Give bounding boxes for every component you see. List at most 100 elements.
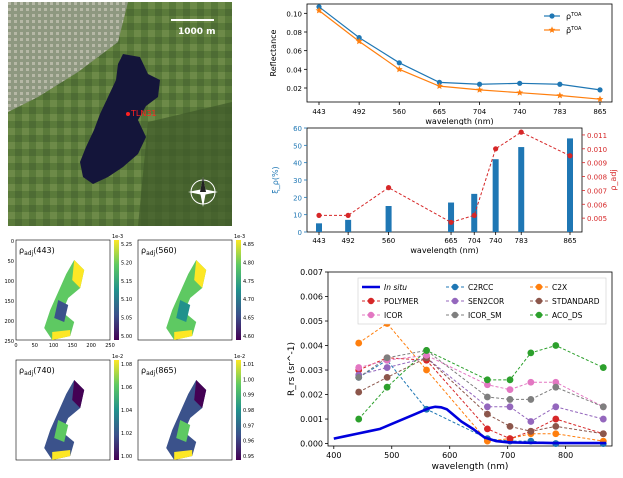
x-axis-label: wavelength (nm) [425, 117, 493, 125]
lake-tip [174, 450, 193, 460]
y-tick-label: 200 [4, 319, 14, 325]
data-point [316, 4, 322, 10]
series-line [318, 6, 601, 91]
heatmap-title-part: adj [146, 250, 155, 257]
y-tick-label: 0.04 [286, 66, 302, 74]
legend-label: C2X [552, 283, 567, 292]
data-point [516, 89, 524, 96]
y-axis-label-right: ρ_adj [609, 169, 618, 190]
colorbar-tick: 4.65 [243, 316, 254, 322]
y-tick-left-label: 20 [293, 194, 302, 202]
map-point-label: TLN31 [130, 109, 157, 118]
heatmap-title-part: (443) [33, 246, 55, 255]
data-point [355, 373, 363, 381]
map-sample-point [126, 112, 130, 116]
colorbar-exponent: 1e-2 [234, 354, 245, 360]
heatmap-title-part: (740) [33, 366, 55, 375]
plot-frame [327, 271, 613, 447]
x-tick-label: 150 [68, 343, 78, 349]
y-tick-label: 50 [8, 259, 14, 265]
legend-label-main: ρ̃ [566, 26, 571, 35]
data-point [506, 422, 514, 430]
data-point [552, 342, 560, 349]
colorbar-tick: 5.20 [121, 260, 132, 266]
y-tick-label: 0.000 [300, 440, 323, 449]
data-point [597, 87, 603, 93]
y-tick-left-label: 0 [298, 229, 302, 237]
y-tick-label: 150 [4, 299, 14, 305]
reflectance-chart-panel: 0.02 0.04 0.06 0.08 0.10 443 492 560 665 704 740 78… [262, 0, 622, 126]
colorbar-tick: 0.96 [243, 439, 254, 445]
lake-tip [52, 450, 71, 460]
bar [518, 147, 525, 232]
y-tick-left-label: 60 [293, 125, 302, 133]
data-point [567, 153, 573, 159]
series-line [358, 357, 604, 423]
series-line [318, 10, 601, 100]
x-tick-label: 0 [14, 343, 17, 349]
legend-label: In situ [384, 283, 407, 292]
heatmap-title-part: ρ [141, 246, 146, 255]
x-tick-label: 500 [384, 451, 399, 460]
legend-marker [451, 311, 459, 319]
y-tick-left-label: 50 [293, 142, 302, 150]
lake-edge [194, 380, 207, 408]
legend-label: C2RCC [468, 283, 493, 292]
data-point [552, 403, 560, 411]
series-line [358, 322, 604, 442]
heatmap-title-part: ρ [19, 246, 24, 255]
legend: In situ C2RCC C2X POLYMER SEN2COR STDANDARD IC… [357, 277, 607, 325]
data-point [471, 212, 477, 218]
data-point [396, 60, 402, 66]
heatmap-title-part: adj [24, 370, 33, 377]
data-point [506, 386, 514, 394]
colorbar-exponent: 1e-3 [112, 234, 123, 240]
data-point [315, 6, 323, 14]
x-tick-label: 400 [326, 451, 341, 460]
data-point [527, 427, 535, 435]
lake-tip [174, 330, 193, 340]
x-tick-label: 740 [489, 237, 502, 245]
y-tick-label: 0.003 [300, 366, 323, 375]
x-axis-label: wavelength (nm) [432, 462, 509, 472]
data-point [596, 95, 604, 103]
data-point [383, 373, 391, 381]
rrs-chart: 0.000 0.001 0.002 0.003 0.004 0.005 0.006 0.007… [287, 268, 613, 472]
x-tick-label: 704 [473, 108, 487, 116]
heatmaps-grid: ρadj(443)1e-35.255.205.155.105.055.000 50… [4, 234, 254, 461]
series-line [319, 131, 571, 223]
y-tick-label: 0.08 [286, 29, 302, 37]
lake-center [54, 300, 69, 322]
legend-label: ACO_DS [552, 311, 583, 320]
legend-label-main: ρ [566, 12, 571, 21]
legend-label-sup: TOA [570, 26, 582, 32]
colorbar-tick: 1.08 [121, 362, 132, 368]
data-point [448, 219, 454, 225]
colorbar [114, 360, 119, 460]
lake-edge [194, 260, 207, 288]
data-point [355, 364, 363, 371]
data-point [527, 378, 535, 386]
data-point [423, 366, 430, 374]
heatmap-title-part: ρ [19, 366, 24, 375]
x-tick-label: 443 [312, 237, 325, 245]
series-line [358, 357, 604, 440]
data-point [552, 415, 560, 423]
x-tick-label: 600 [442, 451, 457, 460]
colorbar-tick: 5.15 [121, 279, 132, 285]
x-axis-label: wavelength (nm) [410, 246, 478, 254]
bar [345, 219, 352, 232]
data-point [483, 425, 491, 433]
x-tick-label: 50 [32, 343, 38, 349]
legend-marker [451, 297, 459, 305]
y-tick-label: 0.06 [286, 48, 302, 56]
data-point [599, 403, 607, 411]
x-tick-label: 560 [382, 237, 395, 245]
colorbar-exponent: 1e-2 [112, 354, 123, 360]
heatmap-title: ρadj(740) [19, 366, 55, 377]
data-point [599, 415, 607, 423]
heatmap-title-part: adj [24, 250, 33, 257]
lake-edge [72, 260, 85, 288]
data-point [517, 80, 523, 86]
y-tick-label: 0.004 [300, 342, 323, 351]
